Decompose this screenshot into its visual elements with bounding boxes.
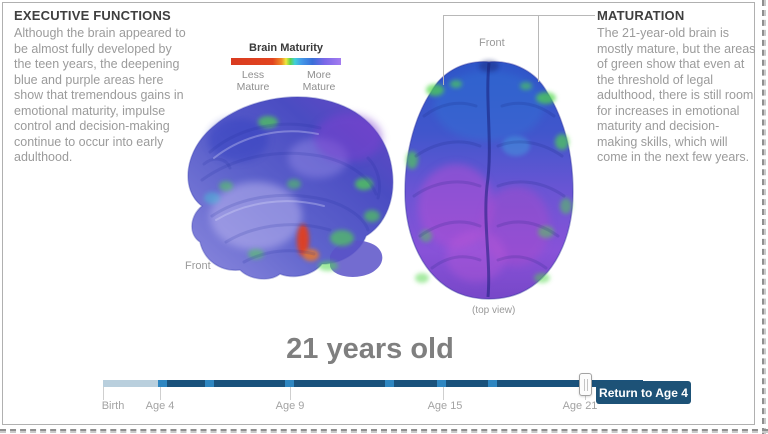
maturation-callout-left-drop (443, 15, 444, 85)
maturation-panel: MATURATION The 21-year-old brain is most… (597, 8, 758, 166)
top-view-front-label: Front (479, 37, 505, 49)
maturation-body: The 21-year-old brain is mostly mature, … (597, 26, 756, 164)
timeline-age-marker (158, 380, 167, 387)
tick-birth (103, 387, 104, 400)
selection-marquee-bottom (0, 429, 768, 433)
tick-age-4 (160, 387, 161, 400)
timeline-age-marker (385, 380, 394, 387)
tick-label-age-15: Age 15 (427, 400, 463, 412)
executive-functions-panel: EXECUTIVE FUNCTIONS Although the brain a… (14, 8, 186, 166)
executive-functions-body: Although the brain appeared to be almost… (14, 26, 186, 164)
maturity-gradient-bar (231, 58, 341, 65)
timeline-age-marker (285, 380, 294, 387)
tick-label-age-9: Age 9 (275, 400, 305, 412)
timeline-age-marker (205, 380, 214, 387)
brain-top-view-image (404, 60, 574, 300)
tick-label-age-21: Age 21 (562, 400, 598, 412)
maturation-callout-right-drop (538, 15, 539, 82)
brain-maturity-legend: Brain Maturity Less Mature More Mature (222, 42, 350, 93)
tick-label-birth: Birth (101, 400, 125, 412)
brain-side-view-image (187, 96, 394, 280)
legend-less-label: Less Mature (236, 69, 270, 93)
tick-age-15 (443, 387, 444, 400)
legend-title: Brain Maturity (249, 42, 323, 54)
tick-label-age-4: Age 4 (145, 400, 175, 412)
timeline-slider-handle[interactable] (579, 373, 592, 396)
maturation-heading: MATURATION (597, 8, 685, 23)
executive-functions-heading: EXECUTIVE FUNCTIONS (14, 8, 171, 23)
current-age-title: 21 years old (286, 333, 454, 365)
timeline-early-segment (103, 380, 158, 387)
timeline-track[interactable] (103, 380, 643, 387)
timeline-age-marker (488, 380, 497, 387)
maturation-callout-line (443, 15, 595, 16)
selection-marquee-right (762, 0, 766, 434)
legend-more-label: More Mature (302, 69, 336, 93)
top-view-caption: (top view) (472, 305, 516, 316)
return-to-age-4-button[interactable]: Return to Age 4 (596, 381, 691, 404)
timeline-age-marker (437, 380, 446, 387)
side-view-front-label: Front (185, 260, 211, 272)
tick-age-9 (290, 387, 291, 400)
